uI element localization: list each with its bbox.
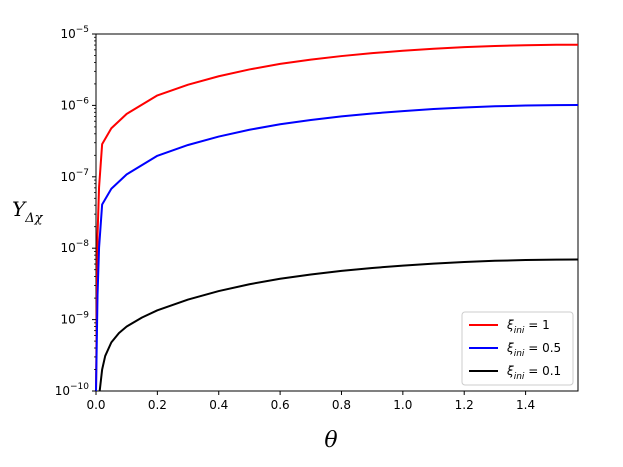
x-tick-label: 0.4 — [209, 398, 228, 412]
x-tick-label: 0.6 — [271, 398, 290, 412]
x-tick-label: 0.8 — [332, 398, 351, 412]
series-line-2 — [95, 104, 579, 392]
y-tick-label: 10−8 — [60, 239, 89, 255]
legend-label-3: ξini = 0.1 — [506, 364, 561, 382]
y-axis-label-main: Y — [12, 197, 27, 221]
legend-label-1: ξini = 1 — [506, 318, 550, 336]
x-tick-label: 1.2 — [455, 398, 474, 412]
y-tick-label: 10−7 — [60, 168, 89, 184]
x-axis: 0.0 0.2 0.4 0.6 0.8 1.0 1.2 1.4 — [86, 391, 535, 412]
y-tick-label: 10−10 — [55, 382, 90, 398]
x-tick-label: 0.2 — [148, 398, 167, 412]
series-line-3 — [98, 258, 579, 392]
svg-text:YΔχ: YΔχ — [12, 197, 44, 226]
x-tick-label: 0.0 — [86, 398, 105, 412]
legend-label-2: ξini = 0.5 — [506, 341, 561, 359]
y-axis-label-subscript: Δχ — [24, 211, 43, 226]
legend: ξini = 1 ξini = 0.5 ξini = 0.1 — [461, 311, 574, 386]
x-tick-label: 1.4 — [516, 398, 535, 412]
series-layer — [95, 43, 579, 392]
legend-frame — [461, 311, 574, 386]
x-tick-label: 1.0 — [393, 398, 412, 412]
y-tick-label: 10−9 — [60, 311, 89, 327]
x-axis-label: θ — [324, 428, 337, 453]
plot-frame — [95, 33, 579, 392]
y-tick-label: 10−5 — [60, 25, 89, 41]
y-axis: 10−10 10−9 10−8 10−7 10−6 10−5 — [55, 25, 96, 398]
y-tick-label: 10−6 — [60, 96, 89, 112]
y-axis-label: YΔχ — [12, 197, 44, 226]
plot-area — [95, 33, 579, 392]
series-line-1 — [95, 43, 579, 392]
